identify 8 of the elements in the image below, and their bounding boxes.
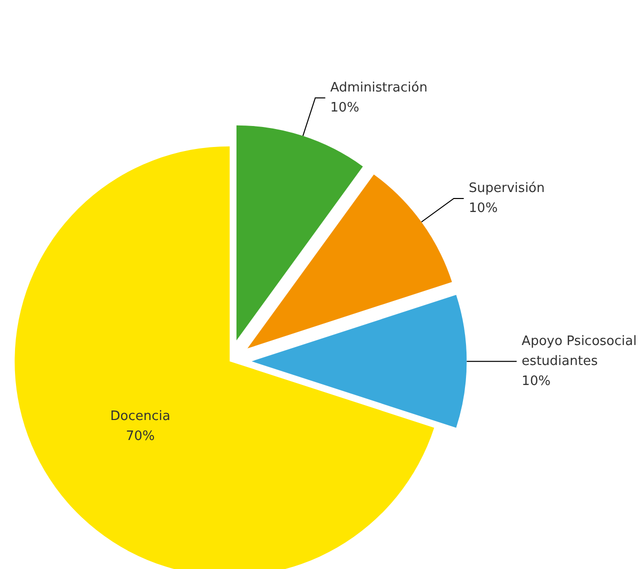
data-label: 10%: [468, 201, 498, 216]
slice-label: Supervisión: [468, 181, 545, 196]
data-label: 10%: [330, 100, 360, 116]
slice-label: Apoyo Psicosocial estudiantes: [522, 334, 638, 369]
slice-label: Administración: [330, 80, 428, 96]
slice-label: Docencia: [110, 408, 170, 424]
data-label: 70%: [126, 428, 155, 444]
data-label: 10%: [522, 374, 551, 389]
